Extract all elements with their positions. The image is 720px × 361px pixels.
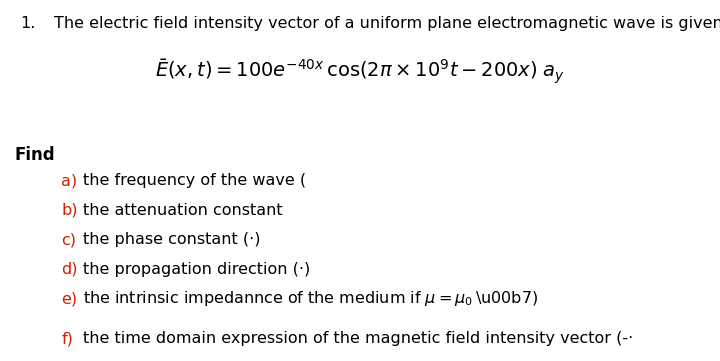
Text: b): b) [61, 203, 78, 218]
Text: d): d) [61, 262, 78, 277]
Text: the intrinsic impedannce of the medium if $\mu = \mu_0\,$\u00b7): the intrinsic impedannce of the medium i… [83, 290, 538, 308]
Text: the propagation direction (·): the propagation direction (·) [83, 262, 310, 277]
Text: $\bar{E}(x,t) = 100e^{-40x}\,\mathrm{cos}(2\pi\times10^9 t - 200x)\;a_y$: $\bar{E}(x,t) = 100e^{-40x}\,\mathrm{cos… [156, 58, 564, 86]
Text: a): a) [61, 173, 77, 188]
Text: 1.: 1. [20, 16, 35, 31]
Text: f): f) [61, 331, 73, 346]
Text: e): e) [61, 291, 77, 306]
Text: Find: Find [14, 146, 55, 164]
Text: the frequency of the wave (: the frequency of the wave ( [83, 173, 306, 188]
Text: the attenuation constant: the attenuation constant [83, 203, 282, 218]
Text: c): c) [61, 232, 76, 247]
Text: the time domain expression of the magnetic field intensity vector (-·: the time domain expression of the magnet… [83, 331, 633, 346]
Text: The electric field intensity vector of a uniform plane electromagnetic wave is g: The electric field intensity vector of a… [54, 16, 720, 31]
Text: the phase constant (·): the phase constant (·) [83, 232, 261, 247]
